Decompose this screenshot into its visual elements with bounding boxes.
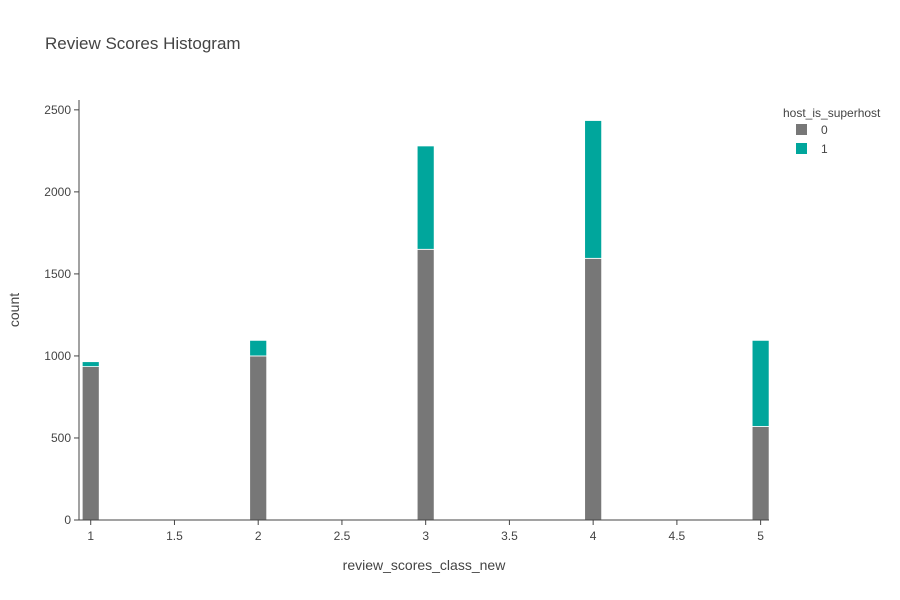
x-axis-title: review_scores_class_new xyxy=(343,557,507,573)
bar-series-1-x-3 xyxy=(416,145,435,250)
legend-label-1: 1 xyxy=(821,142,828,156)
y-tick-label: 500 xyxy=(51,431,71,445)
x-ticks-group: 1 1.5 2 2.5 3 3.5 4 4.5 5 xyxy=(87,520,764,543)
x-tick-label: 1 xyxy=(87,529,94,543)
x-tick-label: 2 xyxy=(255,529,262,543)
x-tick-label: 5 xyxy=(757,529,764,543)
legend: host_is_superhost 0 1 xyxy=(783,106,881,156)
y-tick-label: 0 xyxy=(64,513,71,527)
bars-group xyxy=(81,120,770,521)
bar-series-0-x-4 xyxy=(584,257,603,521)
bar-series-0-x-3 xyxy=(416,248,435,521)
x-tick-label: 3.5 xyxy=(501,529,518,543)
x-tick-label: 4 xyxy=(590,529,597,543)
legend-swatch-1 xyxy=(796,143,807,154)
x-tick-label: 1.5 xyxy=(166,529,183,543)
bar-series-0-x-2 xyxy=(249,355,268,521)
y-tick-label: 1000 xyxy=(44,349,71,363)
bar-series-1-x-5 xyxy=(751,339,770,427)
axes-group xyxy=(78,100,769,521)
legend-swatch-0 xyxy=(796,124,807,135)
bar-series-0-x-5 xyxy=(751,426,770,521)
y-tick-label: 1500 xyxy=(44,267,71,281)
x-tick-label: 2.5 xyxy=(334,529,351,543)
bar-series-1-x-4 xyxy=(584,120,603,259)
chart-title: Review Scores Histogram xyxy=(45,34,241,53)
x-tick-label: 3 xyxy=(422,529,429,543)
y-tick-label: 2500 xyxy=(44,103,71,117)
bar-series-1-x-1 xyxy=(81,361,100,368)
y-axis-title: count xyxy=(6,293,22,327)
y-ticks-group: 0 500 1000 1500 2000 2500 xyxy=(44,103,79,527)
x-tick-label: 4.5 xyxy=(669,529,686,543)
bar-series-0-x-1 xyxy=(81,366,100,521)
legend-title: host_is_superhost xyxy=(783,106,881,120)
legend-label-0: 0 xyxy=(821,123,828,137)
y-tick-label: 2000 xyxy=(44,185,71,199)
bar-series-1-x-2 xyxy=(249,339,268,357)
